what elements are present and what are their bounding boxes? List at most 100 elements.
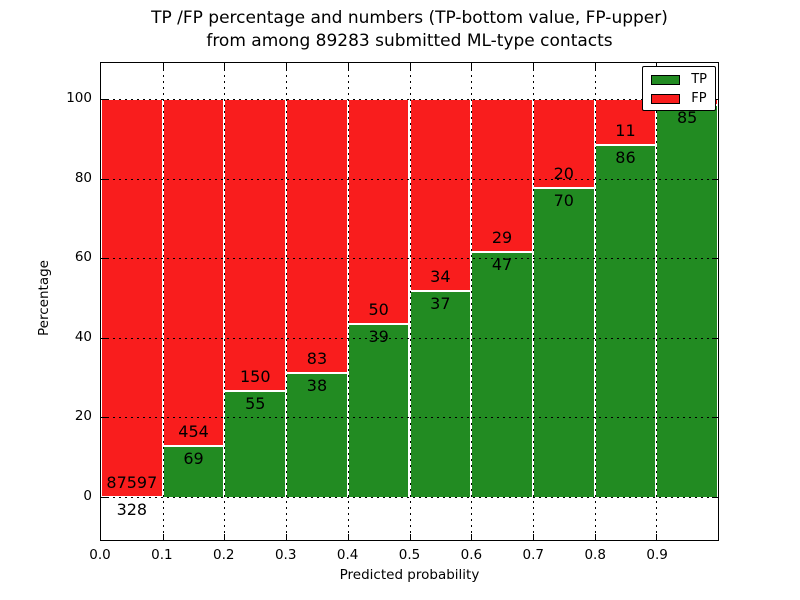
tp-count-label: 38 bbox=[306, 376, 328, 396]
fp-bar bbox=[347, 99, 410, 323]
legend-item-fp: FP bbox=[651, 92, 707, 105]
tp-bar bbox=[656, 103, 718, 497]
fp-bar bbox=[224, 99, 287, 391]
tp-bar bbox=[409, 289, 472, 497]
x-tick-label: 0.9 bbox=[646, 547, 668, 563]
tp-swatch bbox=[651, 74, 681, 85]
tp-count-label: 55 bbox=[245, 394, 266, 414]
x-tick-label: 0.7 bbox=[522, 547, 545, 563]
x-gridline bbox=[656, 63, 658, 540]
x-gridline bbox=[409, 63, 411, 540]
tp-count-label: 86 bbox=[615, 148, 636, 168]
fp-count-label: 50 bbox=[368, 299, 389, 319]
x-tick-mark bbox=[224, 63, 226, 69]
y-tick-label: 40 bbox=[74, 328, 92, 345]
tp-bar bbox=[286, 372, 348, 497]
x-tick-label: 0.6 bbox=[460, 547, 483, 563]
tp-count-label: 69 bbox=[183, 448, 204, 468]
fp-bar bbox=[471, 99, 533, 251]
x-tick-mark bbox=[594, 534, 596, 540]
fp-count-label: 29 bbox=[491, 227, 513, 247]
plot-area: 87597 328 454 69 150 55 83 38 50 39 34 37 29 47 20 70 11… bbox=[100, 62, 719, 541]
fp-count-label: 20 bbox=[553, 164, 574, 184]
chart-title-line2: from among 89283 submitted ML-type conta… bbox=[206, 31, 613, 51]
x-tick-mark bbox=[471, 534, 473, 540]
tp-count-label: 37 bbox=[430, 293, 451, 313]
x-tick-mark bbox=[286, 63, 288, 69]
y-axis-label: Percentage bbox=[36, 260, 52, 336]
x-axis-label: Predicted probability bbox=[339, 567, 480, 583]
fp-swatch bbox=[651, 93, 681, 104]
x-gridline bbox=[347, 63, 349, 540]
y-tick-label: 100 bbox=[66, 90, 92, 106]
y-tick-mark bbox=[101, 497, 107, 498]
fp-bar bbox=[594, 99, 657, 145]
chart-title-line1: TP /FP percentage and numbers (TP-bottom… bbox=[151, 8, 668, 28]
tp-count-label: 85 bbox=[676, 107, 698, 127]
y-tick-mark bbox=[712, 258, 718, 260]
x-tick-mark bbox=[471, 63, 473, 69]
fp-bar bbox=[409, 99, 472, 290]
tp-bar bbox=[347, 322, 410, 497]
tp-count-label: 328 bbox=[116, 499, 148, 519]
x-tick-mark bbox=[286, 534, 288, 540]
legend-label-tp: TP bbox=[691, 72, 707, 87]
fp-count-label: 11 bbox=[615, 121, 636, 141]
fp-bar bbox=[162, 99, 225, 445]
x-tick-mark bbox=[162, 534, 164, 540]
y-tick-label: 20 bbox=[74, 408, 92, 425]
y-tick-mark bbox=[101, 178, 107, 180]
legend-item-tp: TP bbox=[651, 73, 707, 86]
x-gridline bbox=[286, 63, 288, 540]
fp-count-label: 34 bbox=[430, 266, 451, 286]
y-tick-mark bbox=[712, 417, 718, 419]
x-tick-label: 0.1 bbox=[151, 547, 173, 563]
fp-bar bbox=[286, 99, 348, 373]
fp-count-label: 150 bbox=[239, 367, 271, 387]
fp-count-label: 87597 bbox=[106, 472, 158, 492]
x-tick-label: 0.5 bbox=[398, 547, 421, 563]
tp-count-label: 39 bbox=[368, 326, 389, 346]
x-tick-mark bbox=[594, 63, 596, 69]
y-tick-mark bbox=[712, 178, 718, 180]
x-tick-mark bbox=[162, 63, 164, 69]
y-tick-label: 80 bbox=[74, 169, 92, 186]
chart-title: TP /FP percentage and numbers (TP-bottom… bbox=[100, 7, 719, 53]
tp-bar bbox=[224, 390, 287, 497]
tp-bar bbox=[101, 495, 163, 497]
tp-bar bbox=[532, 187, 595, 497]
x-tick-label: 0.4 bbox=[336, 547, 359, 563]
y-tick-label: 60 bbox=[74, 249, 92, 266]
y-tick-mark bbox=[101, 417, 107, 419]
legend: TP FP bbox=[642, 66, 716, 111]
x-tick-mark bbox=[347, 534, 349, 540]
y-tick-mark bbox=[712, 497, 718, 498]
x-gridline bbox=[471, 63, 473, 540]
fp-count-label: 454 bbox=[178, 421, 209, 441]
x-tick-mark bbox=[532, 534, 534, 540]
tp-count-label: 70 bbox=[553, 191, 574, 211]
x-tick-mark bbox=[347, 63, 349, 69]
x-gridline bbox=[162, 63, 164, 540]
x-tick-mark bbox=[656, 534, 658, 540]
fp-count-label: 83 bbox=[306, 349, 328, 369]
y-tick-label: 0 bbox=[83, 488, 92, 504]
legend-label-fp: FP bbox=[691, 91, 707, 106]
x-gridline bbox=[532, 63, 534, 540]
x-gridline bbox=[594, 63, 596, 540]
x-tick-mark bbox=[409, 63, 411, 69]
y-tick-mark bbox=[101, 258, 107, 260]
x-tick-mark bbox=[409, 534, 411, 540]
y-tick-mark bbox=[101, 337, 107, 339]
x-gridline bbox=[224, 63, 226, 540]
tp-bar bbox=[594, 144, 657, 497]
tp-bar bbox=[471, 250, 533, 497]
x-tick-mark bbox=[224, 534, 226, 540]
tp-bar bbox=[162, 444, 225, 497]
tp-count-label: 47 bbox=[491, 254, 513, 274]
x-tick-label: 0.3 bbox=[274, 547, 297, 563]
x-tick-label: 0.2 bbox=[213, 547, 235, 563]
x-tick-label: 0.0 bbox=[89, 547, 111, 563]
x-tick-label: 0.8 bbox=[584, 547, 606, 563]
